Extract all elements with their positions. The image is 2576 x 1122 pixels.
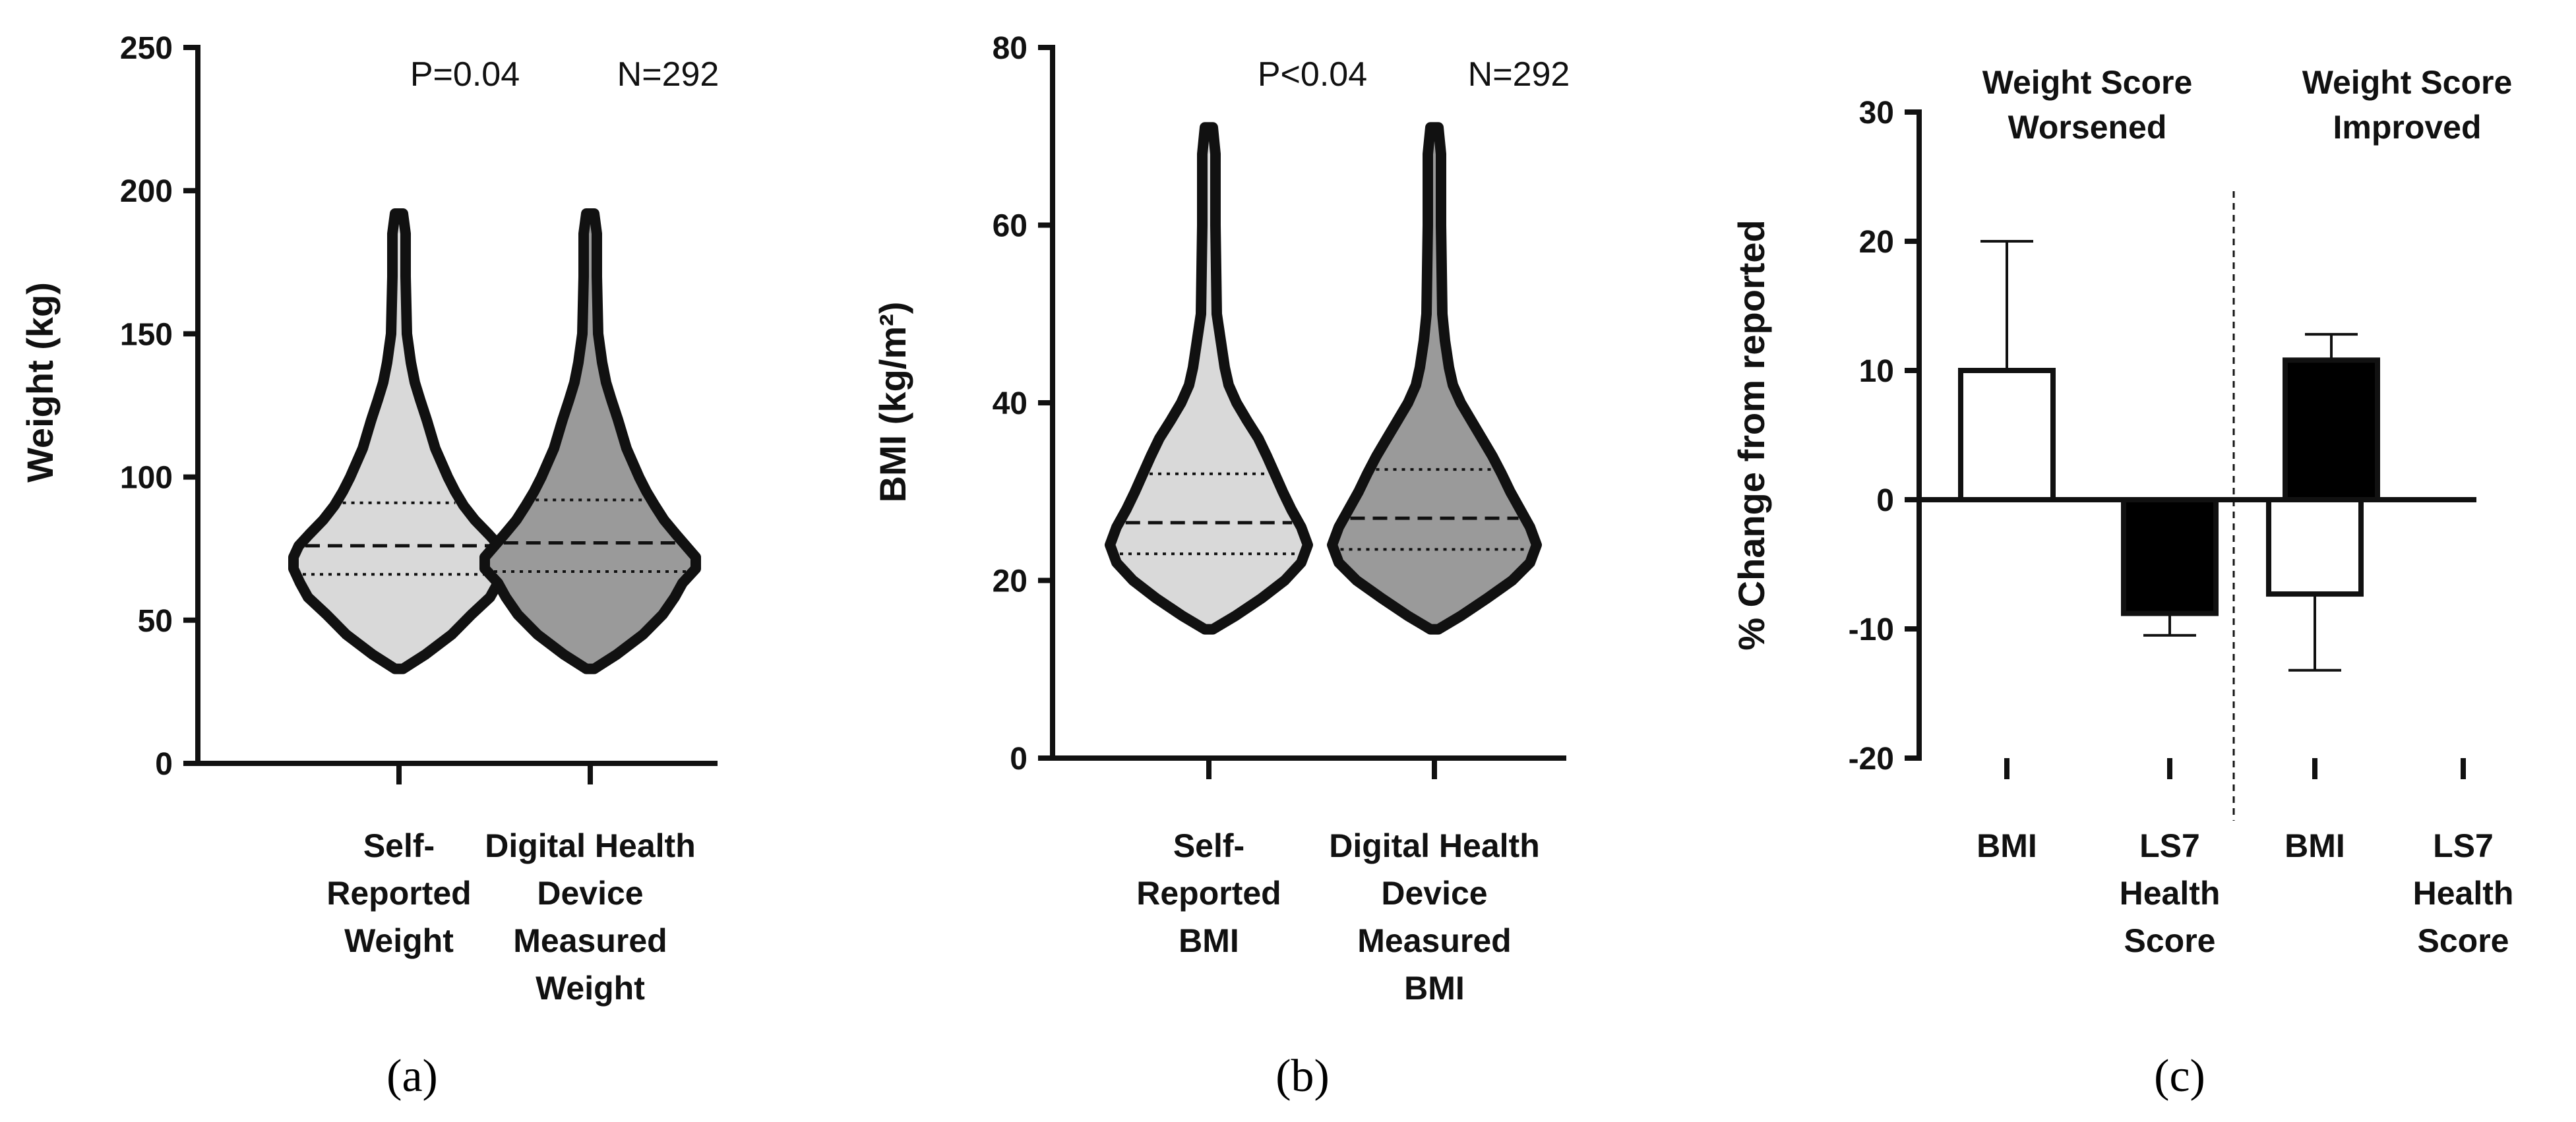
bar	[2121, 497, 2219, 616]
x-category-label: Score	[2418, 922, 2509, 959]
panel-a-y-axis-label: Weight (kg)	[19, 282, 61, 483]
panel-b-bmi-violin: 0 20 40 60 80 Self- Reported BMI Digital Health D…	[872, 31, 1570, 1102]
panel-c-caption: (c)	[2154, 1051, 2205, 1102]
panel-c-y-axis-label: % Change from reported	[1731, 220, 1772, 650]
violin-body	[288, 208, 510, 674]
x-category-label: Device	[537, 875, 643, 912]
y-tick-label: 80	[993, 31, 1027, 66]
y-tick-label: -10	[1849, 612, 1894, 647]
y-tick-label: 150	[120, 317, 173, 352]
panel-b-p-value: P<0.04	[1258, 55, 1367, 94]
x-category-label: Weight	[536, 970, 645, 1007]
violin-body	[1327, 122, 1542, 635]
group-header: Worsened	[2008, 109, 2167, 146]
y-tick-label: 30	[1859, 96, 1894, 131]
x-category-label: Score	[2124, 922, 2216, 959]
x-category-label: Health	[2413, 875, 2514, 912]
x-category-label: Self-	[1173, 827, 1244, 864]
panel-a-weight-violin: 0 50 100 150 200 250 Self- Reported Weight Digita…	[19, 31, 719, 1102]
violin-body	[479, 208, 701, 674]
panel-a-axes: 0 50 100 150 200 250 Self- Reported Weight Digita…	[120, 31, 718, 1007]
panel-a-caption: (a)	[386, 1051, 438, 1102]
x-category-label: BMI	[2285, 827, 2345, 864]
y-tick-label: 0	[1876, 483, 1894, 518]
bar	[1958, 368, 2056, 502]
panel-c-axes: -20 -10 0 10 20 30 Weight Score Worsened Weight …	[1849, 64, 2514, 959]
x-category-label: Reported	[326, 875, 471, 912]
y-tick-label: 10	[1859, 354, 1894, 389]
bar	[2283, 357, 2380, 502]
violin-body	[1105, 122, 1313, 635]
x-category-label: Health	[2120, 875, 2221, 912]
x-category-label: Self-	[363, 827, 435, 864]
y-tick-label: 20	[993, 564, 1027, 599]
panel-a-p-value: P=0.04	[410, 55, 520, 94]
x-category-label: Digital Health	[1329, 827, 1539, 864]
y-tick-label: 100	[120, 461, 173, 496]
y-tick-label: 0	[1010, 742, 1027, 777]
x-category-label: Weight	[344, 922, 454, 959]
y-tick-label: 0	[155, 747, 173, 782]
x-category-label: Measured	[1357, 922, 1511, 959]
y-tick-label: 50	[138, 604, 173, 639]
x-category-label: LS7	[2433, 827, 2494, 864]
x-category-label: BMI	[1179, 922, 1239, 959]
x-category-label: Reported	[1136, 875, 1281, 912]
y-tick-label: 250	[120, 31, 173, 66]
group-header: Improved	[2333, 109, 2481, 146]
panel-b-y-axis-label: BMI (kg/m²)	[872, 302, 913, 503]
x-category-label: Measured	[513, 922, 667, 959]
panel-b-axes: 0 20 40 60 80 Self- Reported BMI Digital Health D…	[993, 31, 1566, 1007]
y-tick-label: -20	[1849, 742, 1894, 777]
x-category-label: LS7	[2139, 827, 2200, 864]
y-tick-label: 200	[120, 174, 173, 209]
group-header: Weight Score	[1982, 64, 2193, 101]
bar	[2266, 497, 2364, 597]
group-header: Weight Score	[2302, 64, 2513, 101]
panel-a-n-count: N=292	[617, 55, 720, 94]
y-tick-label: 60	[993, 209, 1027, 244]
y-tick-label: 20	[1859, 225, 1894, 260]
x-category-label: Digital Health	[485, 827, 695, 864]
x-category-label: Device	[1381, 875, 1487, 912]
panel-b-caption: (b)	[1275, 1051, 1330, 1102]
y-tick-label: 40	[993, 386, 1027, 421]
panel-c-percent-change-bars: -20 -10 0 10 20 30 Weight Score Worsened Weight …	[1731, 64, 2513, 1102]
x-category-label: BMI	[1404, 970, 1465, 1007]
panel-b-n-count: N=292	[1468, 55, 1570, 94]
x-category-label: BMI	[1977, 827, 2037, 864]
